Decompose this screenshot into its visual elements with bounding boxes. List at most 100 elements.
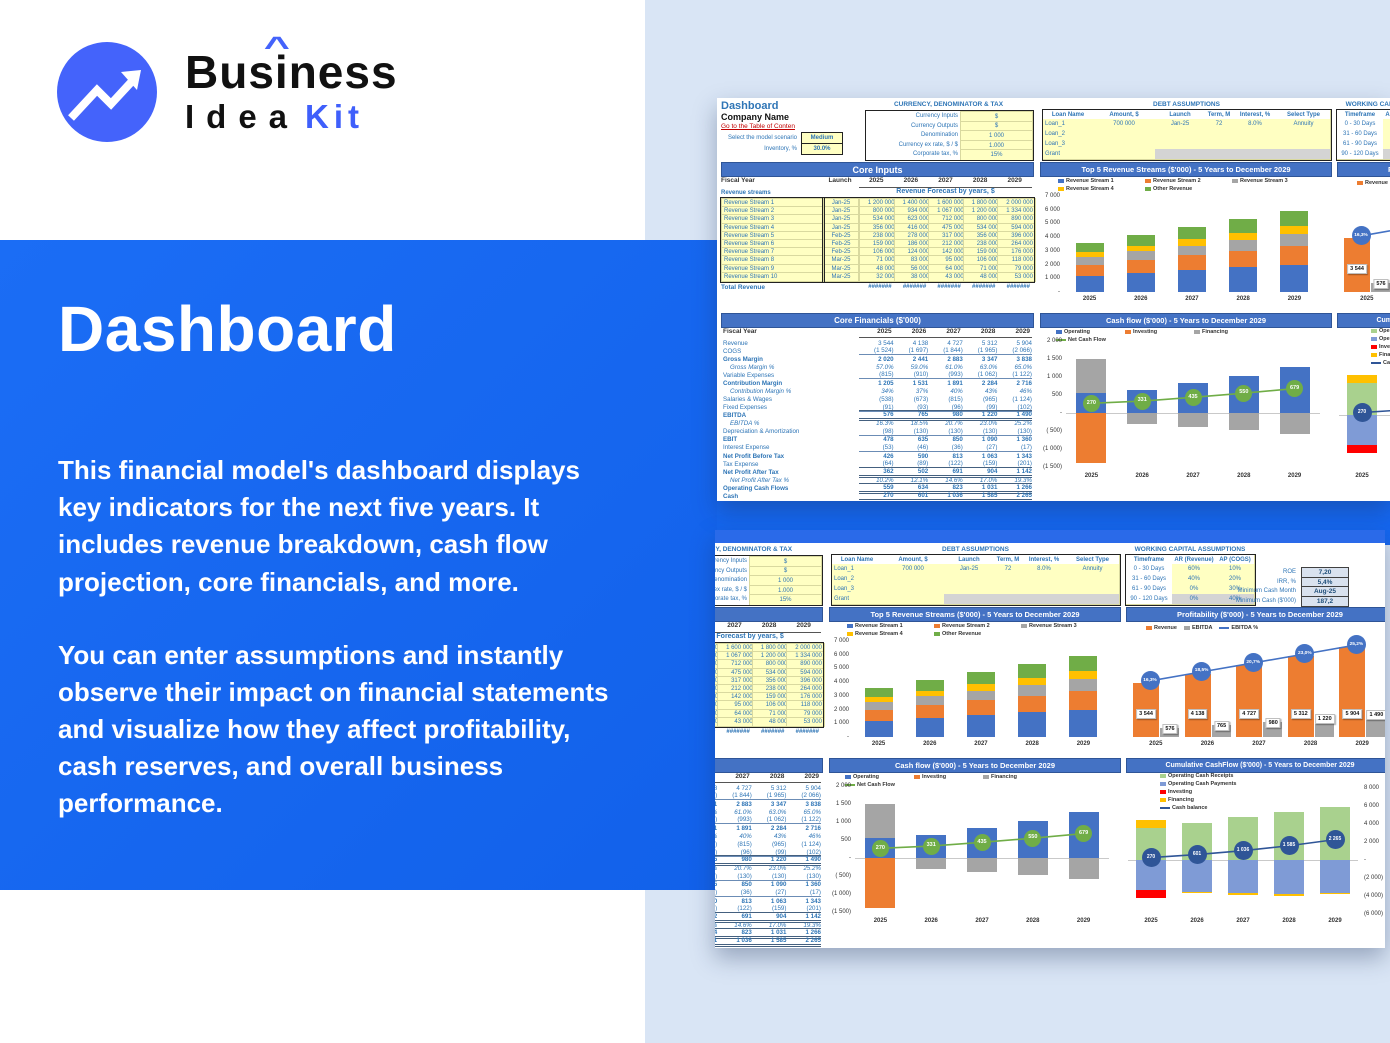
dashboard-screenshot-top: Dashboard Company Name Go to the Table of … bbox=[717, 98, 1390, 501]
logo-text-i: i bbox=[274, 45, 289, 98]
label-revenue-2029: 5 904 bbox=[1342, 709, 1363, 719]
financial-row-salaries-wages: Salaries & Wages (538) (673) (815) (965) (1 1… bbox=[721, 395, 1032, 403]
hero-paragraph-1: This financial model's dashboard display… bbox=[58, 455, 580, 597]
debt-cell[interactable]: Grant bbox=[832, 594, 883, 605]
bar-investing-2025 bbox=[1136, 889, 1166, 898]
stream-value-cell[interactable]: 32 000 bbox=[859, 271, 898, 282]
x-tick-label: 2029 bbox=[1287, 473, 1302, 479]
row-value: (53) bbox=[882, 443, 894, 451]
row-value: 20.7% bbox=[734, 865, 752, 873]
chart-cumulative-cashflow: Operating Cash Receipts Operating Cash Pa… bbox=[1337, 327, 1390, 497]
legend-label: Operating Cash Receipts bbox=[1379, 328, 1390, 334]
stream-name-cell[interactable]: Revenue Stream 10 bbox=[721, 271, 826, 282]
row-value: 1 063 bbox=[981, 452, 998, 460]
row-value: 1 220 bbox=[981, 411, 998, 419]
row-value: 765 bbox=[917, 411, 929, 419]
chart-legend: Operating Investing Financing Net Cash Flow bbox=[1056, 328, 1326, 344]
legend-item: Revenue Stream 4 bbox=[1058, 185, 1138, 193]
x-tick-label: 2026 bbox=[924, 918, 938, 924]
row-value: 4 138 bbox=[715, 784, 718, 792]
legend-item: Operating bbox=[845, 773, 907, 781]
currency-input-cell[interactable]: 15% bbox=[749, 594, 822, 606]
legend-swatch bbox=[1058, 179, 1064, 183]
stream-value-cell[interactable]: 53 000 bbox=[786, 716, 825, 727]
row-value: 362 bbox=[883, 467, 894, 475]
row-value: (130) bbox=[913, 427, 929, 435]
label-revenue-2025: 3 544 bbox=[1136, 709, 1156, 719]
row-value: 37% bbox=[915, 387, 929, 395]
debt-box-title: DEBT ASSUMPTIONS bbox=[942, 546, 1009, 553]
stream-launch-cell[interactable]: Mar-25 bbox=[823, 271, 859, 282]
stream-value-cell[interactable]: 53 000 bbox=[997, 271, 1036, 282]
legend-swatch bbox=[1145, 187, 1151, 191]
debt-box-title: DEBT ASSUMPTIONS bbox=[1153, 101, 1220, 108]
bar-financing-2025 bbox=[865, 803, 896, 838]
financial-row-net-profit-after-tax-: Net Profit After Tax %10.2%12.1%14.6%17.… bbox=[715, 921, 821, 929]
row-values: (815) (910) (993) (1 062) (1 122) bbox=[859, 371, 1032, 380]
row-value: (1 062) bbox=[977, 371, 998, 379]
row-value: 5 904 bbox=[805, 784, 821, 792]
row-value: 270 bbox=[883, 491, 894, 499]
inventory-input[interactable]: 30.0% bbox=[801, 143, 843, 155]
banner-top5: Top 5 Revenue Streams ($'000) - 5 Years … bbox=[1040, 162, 1332, 177]
debt-cell[interactable] bbox=[882, 594, 945, 605]
marker-net-cash-flow-2027: 435 bbox=[973, 833, 991, 851]
scenario-label: Select the model scenario bbox=[727, 135, 797, 141]
bar-revenue-stream-4-2027 bbox=[1178, 239, 1206, 246]
debt-cell[interactable] bbox=[1093, 149, 1156, 160]
row-label: Revenue bbox=[723, 339, 748, 347]
row-value: 1 090 bbox=[981, 436, 998, 444]
currency-input-cell[interactable]: 15% bbox=[960, 149, 1033, 161]
financial-row-net-profit-before-tax: Net Profit Before Tax 426 590 813 1 063 1 343 bbox=[721, 452, 1032, 460]
table-of-contents-link[interactable]: Go to the Table of Conten bbox=[721, 123, 795, 130]
row-label: Net Profit After Tax % bbox=[730, 476, 790, 484]
x-tick-label: 2026 bbox=[923, 741, 937, 747]
year-header: 2028 bbox=[761, 622, 777, 629]
currency-row-label: Currency ex rate, $ / $ bbox=[715, 586, 747, 593]
legend-label: Revenue bbox=[1154, 625, 1177, 631]
stream-value-cell[interactable]: 38 000 bbox=[893, 271, 933, 282]
row-label: Contribution Margin % bbox=[730, 387, 792, 395]
row-value: 502 bbox=[917, 467, 929, 475]
bar-revenue-stream-2-2028 bbox=[1018, 695, 1047, 713]
financial-row-cogs: COGS(1 524)(1 697)(1 844)(1 965)(2 066) bbox=[715, 792, 821, 801]
row-label: Cash bbox=[723, 492, 739, 500]
legend-label: EBITDA bbox=[1191, 625, 1213, 631]
row-value: 850 bbox=[741, 881, 752, 889]
row-value: (1 844) bbox=[732, 792, 752, 800]
marker-ebitda-pct-2029: 25,2% bbox=[1346, 635, 1366, 655]
legend-item: Revenue Stream 2 bbox=[1145, 177, 1225, 185]
stream-value-cell[interactable]: 43 000 bbox=[717, 716, 756, 727]
row-value: 2 441 bbox=[912, 355, 929, 363]
row-values: 362 502 691 904 1 142 bbox=[859, 466, 1032, 478]
chart-profitability: Revenue EBITDA EBITDA % 3 544 576 2025 4 138 76… bbox=[1126, 621, 1385, 757]
row-value: (36) bbox=[740, 888, 752, 896]
stream-value-cell[interactable]: 43 000 bbox=[928, 271, 967, 282]
row-value: 25.2% bbox=[1014, 420, 1032, 428]
kpi-label: ROE bbox=[1282, 569, 1296, 575]
wc-cell: 40% bbox=[1216, 594, 1255, 605]
legend-swatch bbox=[1058, 187, 1064, 191]
stream-value-cell[interactable]: 48 000 bbox=[751, 716, 791, 727]
year-header: 2029 bbox=[1007, 177, 1022, 184]
row-value: 17.0% bbox=[979, 476, 998, 484]
bar-cash-payments-2028 bbox=[1274, 860, 1304, 895]
row-value: 2 265 bbox=[1016, 491, 1032, 499]
row-value: 904 bbox=[987, 467, 998, 475]
bar-financing-2029 bbox=[1279, 413, 1310, 435]
row-value: 1 142 bbox=[805, 912, 821, 920]
legend-swatch bbox=[1371, 353, 1377, 357]
legend-item: Revenue Stream 3 bbox=[1021, 622, 1101, 630]
y-tick-label: ( 500) bbox=[1046, 428, 1062, 434]
financial-row-revenue: Revenue 3 544 4 138 4 727 5 312 5 904 bbox=[721, 339, 1032, 347]
financial-row-ebitda: EBITDA 576 765 980 1 220 1 490 bbox=[721, 410, 1032, 422]
stream-value-cell[interactable]: 48 000 bbox=[962, 271, 1002, 282]
debt-cell[interactable]: Grant bbox=[1043, 149, 1094, 160]
currency-row-label: Corporate tax, % bbox=[912, 151, 958, 158]
bar-revenue-stream-1-2025 bbox=[864, 720, 893, 737]
legend-label: Revenue Stream 1 bbox=[855, 623, 903, 629]
row-value: 46% bbox=[1019, 387, 1032, 395]
